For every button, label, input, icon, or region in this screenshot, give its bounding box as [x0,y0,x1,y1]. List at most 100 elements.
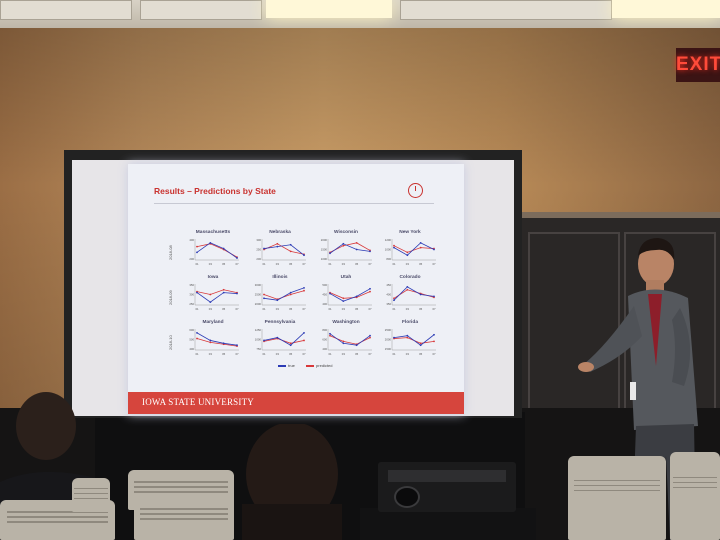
projector [378,462,516,512]
data-point-true [433,248,435,251]
y-tick-label: 300 [256,238,261,242]
panel-title: Florida [402,320,418,325]
y-tick-label: 400 [189,347,194,351]
data-point-true [406,254,409,257]
state-panel: Pennsylvania 1250 1000 750 01 03 05 07 [250,320,310,362]
chair [72,478,110,512]
data-point-true [263,247,265,250]
series-line-true [196,292,238,303]
y-tick-label: 450 [386,283,391,287]
ceiling-light [612,0,720,18]
x-tick-label: 03 [342,352,346,356]
chair [568,456,666,540]
data-point-true [342,300,345,303]
state-panel: Illinois 3000 2500 2000 01 03 05 07 [250,275,310,317]
y-tick-label: 750 [256,347,261,351]
data-point-predicted [393,297,395,300]
data-point-true [209,301,212,303]
y-tick-label: 450 [322,293,327,297]
state-panel: Massachusetts 400 200 01 03 05 07 [183,230,243,272]
y-tick-label: 400 [189,238,194,242]
panel-title: Utah [340,275,352,280]
x-tick-label: 05 [419,352,423,356]
data-point-true [355,248,358,251]
data-point-predicted [196,337,198,340]
series-line-true [329,288,371,302]
data-point-true [263,339,265,342]
data-point-predicted [329,334,331,337]
x-tick-label: 07 [368,262,372,266]
x-tick-label: 01 [328,307,332,311]
x-tick-label: 03 [276,352,280,356]
data-point-true [406,286,409,288]
axis [194,284,239,306]
data-point-true [393,336,395,339]
x-tick-label: 03 [276,262,280,266]
axis [327,284,372,306]
data-point-true [303,331,305,334]
chair [134,496,234,540]
data-point-predicted [355,241,358,244]
panel-title: Massachusetts [195,230,231,235]
axis [261,239,306,261]
data-point-true [276,336,279,339]
data-point-predicted [289,342,292,345]
exit-sign: EXIT [676,48,720,82]
ceiling-light [266,0,392,18]
y-tick-label: 400 [386,293,391,297]
state-panel: Washington 800 600 400 01 03 05 07 [316,320,376,362]
y-tick-label: 400 [322,302,327,306]
x-tick-label: 01 [328,352,332,356]
series-line-true [263,332,305,346]
data-point-predicted [419,246,422,249]
x-tick-label: 01 [195,352,199,356]
data-point-true [209,241,212,244]
axis [261,284,306,306]
data-point-true [303,286,305,289]
x-tick-label: 01 [392,262,396,266]
data-point-true [342,342,345,345]
y-tick-label: 500 [322,283,327,287]
series-line-predicted [329,291,371,299]
state-panel: Florida 2500 2000 1500 01 03 05 07 [380,320,440,362]
x-tick-label: 01 [328,262,332,266]
y-tick-label: 200 [189,257,194,261]
y-tick-label: 1000 [321,257,328,261]
y-tick-label: 2500 [385,328,392,332]
x-tick-label: 03 [342,262,346,266]
x-tick-label: 05 [222,262,226,266]
data-point-true [329,292,331,295]
data-point-true [222,342,225,345]
series-line-true [329,333,371,346]
y-tick-label: 2000 [385,338,392,342]
projector-cart [360,508,536,540]
data-point-true [342,242,345,245]
x-tick-label: 01 [262,307,266,311]
x-tick-label: 01 [262,262,266,266]
x-tick-label: 01 [195,307,199,311]
projector-lens [394,486,420,508]
data-point-predicted [289,293,292,296]
data-point-true [236,292,238,295]
slide-title: Results – Predictions by State [154,186,276,196]
title-divider [154,203,434,204]
panel-title: Iowa [207,275,219,280]
data-point-predicted [342,244,345,247]
data-point-true [236,344,238,347]
series-line-predicted [263,243,305,255]
ceiling-tile [400,0,612,20]
legend-label: true [288,363,295,368]
data-point-predicted [406,288,409,291]
x-tick-label: 05 [419,307,423,311]
state-panel: Nebraska 300 250 200 01 03 05 07 [250,230,310,272]
y-tick-label: 2000 [255,302,262,306]
data-point-true [369,334,371,337]
y-tick-label: 350 [386,302,391,306]
state-panel: Iowa 350 300 250 01 03 05 07 [183,275,243,317]
